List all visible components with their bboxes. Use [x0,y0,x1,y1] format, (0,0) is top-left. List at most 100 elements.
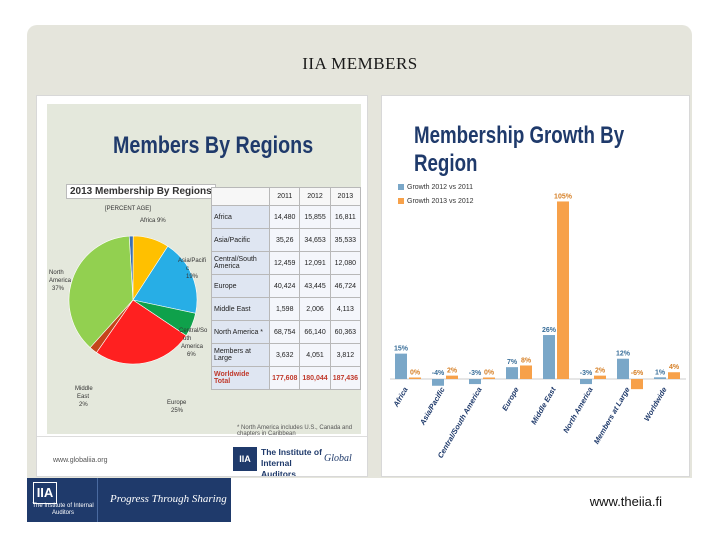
legend-swatch-2012 [398,184,404,190]
tagline: Progress Through Sharing [110,493,227,505]
bar-2013-members-at-large [631,379,643,390]
bar-2012-europe [506,367,518,379]
pie-label-csa-d: 6% [187,352,196,358]
table-cell: 68,754 [269,320,301,344]
table-cell: 12,080 [329,251,362,275]
pie-label-north-america-c: 37% [52,286,65,292]
pie-label-middle-east-c: 2% [79,402,88,408]
bottom-bar: IIA The Institute of Internal Auditors P… [27,478,692,522]
pie-slice-asia-pacific [132,245,198,314]
global-label: Global [324,453,352,464]
iia-logo-icon: IIA [233,447,257,471]
bar-value-label: 7% [507,359,518,366]
table-cell: Asia/Pacific [210,228,271,252]
table-cell: 35,26 [269,228,301,252]
table-cell: 3,632 [269,343,301,367]
bar-2013-middle-east [557,201,569,379]
table-cell: Central/South America [210,251,271,275]
bar-2013-north-america [594,375,606,379]
bar-value-label: -3% [580,370,593,377]
x-tick-label: North America [561,386,594,435]
left-panel-inner: Members By Regions 2013 Membership By Re… [47,104,362,437]
table-cell: North America * [210,320,271,344]
table-footnote: * North America includes U.S., Canada an… [237,425,353,437]
legend-item-2013: Growth 2013 vs 2012 [398,194,474,208]
table-cell: 1,598 [269,297,301,321]
table-header-cell: 2012 [299,187,331,206]
chart-legend: Growth 2012 vs 2011 Growth 2013 vs 2012 [398,180,474,208]
pie-label-asia: Asia/Pacifi [178,258,206,264]
pie-label-asia-b: c [186,266,189,272]
bar-2013-africa [409,377,421,379]
pie-label-middle-east: Middle [75,386,93,392]
bar-value-label: 2% [595,368,606,375]
bar-2013-worldwide [668,372,680,379]
left-panel-footer: www.globaliia.org IIA The Institute of I… [37,436,367,476]
table-cell: Middle East [210,297,271,321]
table-cell: 4,051 [299,343,331,367]
iia-glyph-icon: IIA [33,482,57,504]
x-tick-label: Middle East [529,385,558,426]
table-cell: 177,608 [269,366,301,390]
legend-swatch-2013 [398,198,404,204]
bar-2012-africa [395,353,407,379]
pie-label-asia-c: 19% [186,274,199,280]
bar-value-label: -4% [432,370,445,377]
table-cell: Africa [210,205,271,229]
bar-value-label: 0% [410,370,421,377]
table-row: North America * 68,754 66,140 60,363 [210,320,362,344]
site-url: www.globaliia.org [53,457,108,464]
pie-label-csa: Central/So [179,328,208,334]
bar-2012-central-south-america [469,379,481,385]
pie-slice-europe [96,299,187,365]
membership-table: 2011 2012 2013 Africa 14,480 15,855 16,811 … [210,187,362,390]
table-cell: 15,855 [299,205,331,229]
pie-label-percentage: [PERCENT AGE] [105,206,151,212]
x-tick-label: Europe [500,386,521,413]
x-tick-label: Africa [391,386,410,410]
table-cell: Worldwide Total [210,366,271,390]
table-cell: 16,811 [329,205,362,229]
x-tick-label: Worldwide [642,386,669,423]
table-cell: 2,006 [299,297,331,321]
table-cell: 60,363 [329,320,362,344]
table-cell: 3,812 [329,343,362,367]
membership-growth-heading: Membership Growth By Region [414,122,625,177]
table-header-cell: 2011 [269,187,301,206]
table-total-row: Worldwide Total 177,608 180,044 187,436 [210,366,362,390]
website-link[interactable]: www.theiia.fi [589,494,662,509]
footer-logo-text: The Institute of Internal Auditors [32,503,94,516]
bar-value-label: 0% [484,370,495,377]
bar-value-label: 15% [394,346,409,353]
table-cell: 66,140 [299,320,331,344]
table-cell: 35,533 [329,228,362,252]
table-header-cell: 2013 [329,187,362,206]
table-cell: 180,044 [299,366,331,390]
legend-label-2012: Growth 2012 vs 2011 [407,183,474,191]
bar-2013-asia-pacific [446,375,458,379]
pie-slice-north-america [68,235,134,348]
table-row: Europe 40,424 43,445 46,724 [210,274,362,298]
membership-pie-chart: [PERCENT AGE] Africa 9% Asia/Pacifi c 19… [49,206,208,414]
table-cell: 34,653 [299,228,331,252]
x-tick-label: Asia/Pacific [417,385,447,428]
table-cell: 12,091 [299,251,331,275]
membership-growth-bar-chart: 15%0%Africa-4% 2%Asia/Pacific-3% 0%Central… [390,193,686,460]
pie-label-csa-b: uth [183,336,191,342]
legend-label-2013: Growth 2013 vs 2012 [407,197,474,205]
pie-label-north-america: North [49,270,64,276]
table-cell: Europe [210,274,271,298]
bar-value-label: 26% [542,327,557,334]
bar-2013-central-south-america [483,377,495,379]
table-cell: 187,436 [329,366,362,390]
table-header-cell [210,187,271,206]
pie-label-europe-b: 25% [171,408,184,414]
iia-footer-logo: IIA The Institute of Internal Auditors [27,478,97,522]
bar-2012-members-at-large [617,358,629,379]
tagline-box: Progress Through Sharing [97,478,231,522]
table-cell: 12,459 [269,251,301,275]
bar-2013-europe [520,365,532,379]
table-cell: 43,445 [299,274,331,298]
bar-value-label: 1% [655,369,666,376]
table-cell: 4,113 [329,297,362,321]
